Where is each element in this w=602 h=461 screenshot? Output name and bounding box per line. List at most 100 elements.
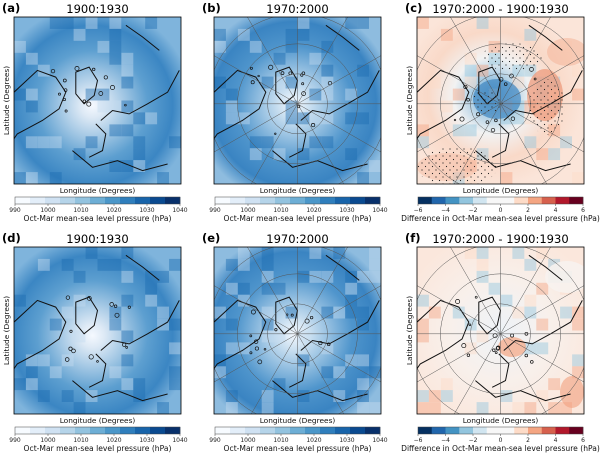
colorbar-outline — [214, 426, 381, 435]
panel-b-meridian — [297, 55, 381, 105]
panel-e-grid-cell — [345, 270, 358, 283]
panel-e-grid-cell — [321, 270, 334, 283]
panel-c-grid-cell — [440, 28, 453, 41]
panel-b-grid-cell — [225, 88, 238, 101]
panel-f-grid-cell — [560, 402, 572, 414]
panel-f-positive-anomaly — [560, 376, 584, 408]
panel-d-grid-cell — [157, 306, 169, 319]
panel-f-grid-cell — [560, 306, 572, 319]
panel-a-grid-cell — [25, 88, 38, 101]
panel-f-grid-cell — [572, 366, 584, 379]
colorbar-swatch — [105, 197, 121, 204]
panel-f-grid-cell — [524, 258, 537, 271]
panel-e-grid-cell — [345, 282, 358, 295]
panel-e-grid-cell — [357, 390, 369, 402]
panel-e-grid-cell — [214, 366, 226, 379]
panel-d-grid-cell — [145, 294, 158, 307]
panel-a-grid-cell — [109, 28, 122, 41]
panel-d-grid-cell — [73, 270, 86, 283]
panel-e-grid-cell — [333, 247, 346, 259]
panel-c-grid-cell — [417, 136, 429, 149]
panel-e-grid-cell — [261, 390, 274, 402]
panel-d-coastline-0 — [75, 296, 99, 335]
panel-d-grid-cell — [109, 306, 122, 319]
colorbar-swatch — [60, 197, 76, 204]
panel-d-island — [125, 346, 129, 349]
panel-e-grid-cell — [333, 366, 346, 379]
colorbar-swatch — [528, 197, 543, 204]
panel-b-meridian — [297, 103, 345, 184]
panel-c-grid-cell — [548, 148, 561, 161]
panel-f-frame — [416, 246, 585, 415]
panel-a-grid-cell — [109, 124, 122, 137]
colorbar-swatch — [120, 197, 136, 204]
panel-f-meridian — [453, 333, 501, 414]
panel-f-ylabel: Latitude (Degrees) — [405, 296, 414, 365]
panel-b-grid-cell — [309, 112, 322, 125]
panel-d-island — [64, 357, 70, 362]
panel-d-grid-cell — [169, 258, 181, 271]
panel-e-grid-cell — [345, 306, 358, 319]
colorbar-swatch — [555, 197, 570, 204]
panel-d-grid-cell — [121, 294, 134, 307]
panel-d-grid-cell — [121, 378, 134, 391]
panel-a-ylabel: Latitude (Degrees) — [2, 66, 11, 135]
colorbar-tick-label: 1000 — [240, 207, 255, 214]
panel-f-meridian — [500, 285, 584, 335]
panel-a-grid-cell — [121, 100, 134, 113]
colorbar-swatch — [418, 197, 433, 204]
panel-a-island — [64, 109, 68, 113]
panel-b-meridian — [247, 17, 298, 104]
panel-e-meridian — [297, 247, 348, 334]
panel-e-grid-cell — [261, 402, 274, 414]
panel-b-island — [250, 80, 255, 85]
panel-f-coastline-5 — [528, 254, 563, 281]
colorbar-tick-label: 1020 — [106, 437, 121, 444]
panel-b-grid-cell — [273, 148, 286, 161]
colorbar-tick-label: 990 — [209, 437, 221, 444]
panel-b-island — [311, 123, 316, 128]
colorbar-swatch — [15, 427, 31, 434]
colorbar-tick-label: −2 — [469, 437, 478, 444]
panel-a-grid-cell — [61, 17, 74, 29]
panel-e-grid-cell — [309, 247, 322, 259]
panel-f-grid-cell — [572, 318, 584, 331]
panel-a-grid-cell — [85, 88, 98, 101]
panel-e-grid-cell — [237, 294, 250, 307]
panel-b-xlabel: Longitude (Degrees) — [260, 186, 336, 195]
colorbar-swatch — [135, 427, 151, 434]
colorbar-swatch — [350, 427, 366, 434]
panel-e-island — [249, 351, 253, 355]
colorbar-swatch — [528, 427, 543, 434]
colorbar-tick-label: −4 — [441, 437, 450, 444]
panel-b-grid-cell — [249, 40, 262, 53]
panel-a-grid-cell — [14, 172, 26, 184]
panel-c-grid-cell — [464, 124, 477, 137]
panel-e-grid-cell — [369, 402, 381, 414]
panel-d-title: 1900:1930 — [66, 232, 128, 246]
panel-e-grid-cell — [225, 402, 238, 414]
colorbar-outline — [14, 196, 181, 205]
panel-c-island — [490, 127, 496, 133]
panel-c-island — [476, 112, 481, 117]
panel-f-island — [495, 346, 500, 351]
panel-d-island — [65, 295, 71, 300]
panel-d-grid-cell — [25, 354, 38, 367]
colorbar-swatch — [30, 197, 46, 204]
panel-d-coastline-5 — [125, 254, 160, 281]
panel-b-grid-cell — [285, 40, 298, 53]
panel-a-grid-cell — [25, 52, 38, 65]
colorbar-swatch — [290, 197, 306, 204]
panel-f-grid-cell — [488, 282, 501, 295]
panel-a-grid-cell — [145, 112, 158, 125]
colorbar-swatch — [165, 197, 181, 204]
colorbar-swatch — [60, 427, 76, 434]
panel-f-grid-cell — [548, 378, 561, 391]
panel-c-frame — [416, 16, 585, 185]
colorbar-tick-label: 6 — [581, 207, 585, 214]
panel-f-grid-cell — [464, 247, 477, 259]
panel-d-ylabel: Latitude (Degrees) — [2, 296, 11, 365]
panel-c: (c) 1970:2000 - 1900:1930 Latitude (Degree… — [401, 1, 600, 223]
panel-d-grid-cell — [169, 366, 181, 379]
